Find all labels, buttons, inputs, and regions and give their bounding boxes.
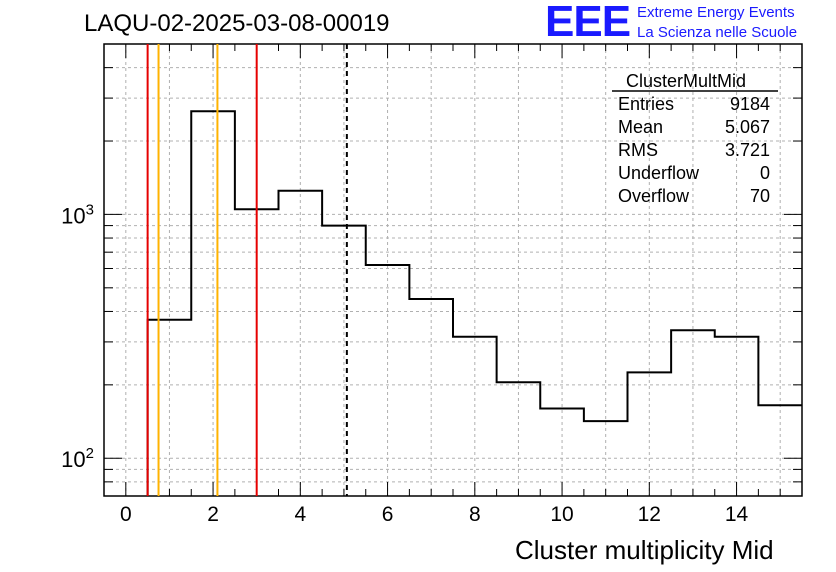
stats-label: Underflow bbox=[618, 163, 700, 183]
stats-value: 3.721 bbox=[724, 140, 770, 160]
x-tick-label: 12 bbox=[638, 503, 661, 526]
stats-box-title: ClusterMultMid bbox=[626, 71, 747, 91]
stats-row-underflow: Underflow 0 bbox=[618, 163, 770, 184]
chart-title: LAQU-02-2025-03-08-00019 bbox=[84, 10, 390, 37]
stats-value: 5.067 bbox=[724, 117, 770, 137]
histogram-line bbox=[146, 110, 802, 496]
stats-label: Mean bbox=[618, 117, 664, 137]
x-tick-label: 0 bbox=[120, 503, 132, 526]
y-tick-label: 102 bbox=[61, 445, 94, 472]
stats-value: 70 bbox=[749, 186, 770, 206]
stats-row-entries: Entries 9184 bbox=[618, 94, 770, 115]
stats-value: 0 bbox=[759, 163, 770, 183]
stats-value: 9184 bbox=[729, 94, 770, 114]
logo-line-2: La Scienza nelle Scuole bbox=[637, 24, 798, 41]
stats-row-rms: RMS 3.721 bbox=[618, 140, 770, 161]
stats-label: RMS bbox=[618, 140, 658, 160]
eee-logo: EEE bbox=[545, 0, 631, 46]
x-tick-label: 8 bbox=[469, 503, 481, 526]
x-tick-label: 2 bbox=[207, 503, 219, 526]
x-tick-label: 14 bbox=[725, 503, 749, 526]
stats-label: Entries bbox=[618, 94, 675, 114]
stats-label: Overflow bbox=[618, 186, 690, 206]
x-tick-label: 4 bbox=[294, 503, 306, 526]
y-tick-label: 103 bbox=[61, 201, 94, 228]
stats-row-mean: Mean 5.067 bbox=[618, 117, 770, 138]
x-axis-title: Cluster multiplicity Mid bbox=[515, 535, 774, 565]
stats-row-overflow: Overflow 70 bbox=[618, 186, 770, 207]
x-tick-label: 6 bbox=[382, 503, 394, 526]
x-tick-label: 10 bbox=[550, 503, 573, 526]
logo-line-1: Extreme Energy Events bbox=[637, 4, 795, 21]
